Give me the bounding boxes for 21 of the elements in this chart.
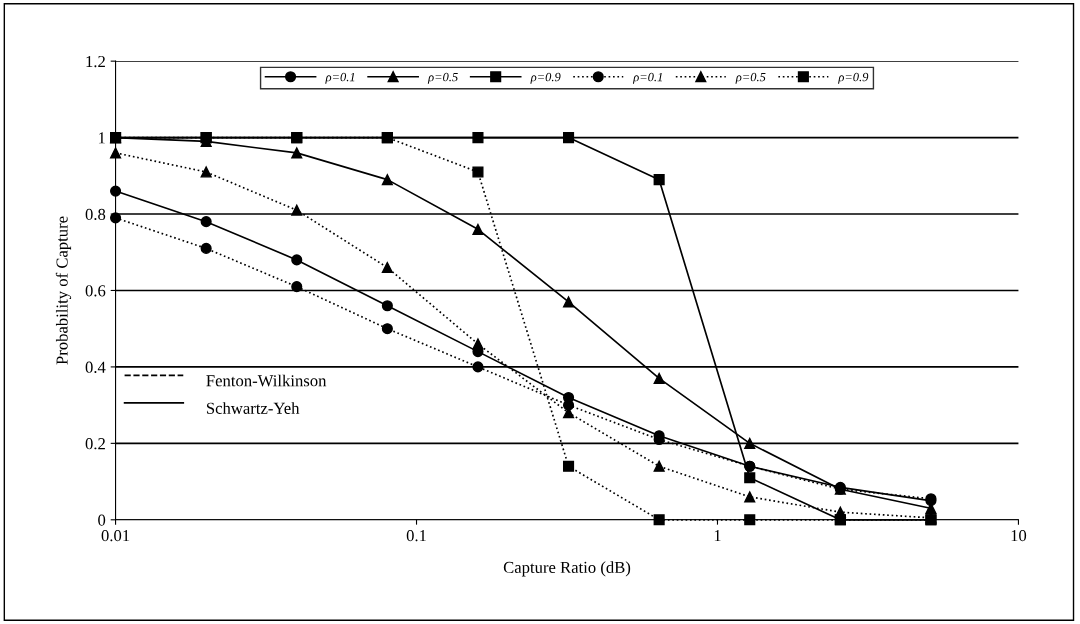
x-tick-label: 0.01 bbox=[101, 530, 130, 542]
y-axis-title: Probability of Capture bbox=[55, 216, 72, 365]
y-tick-label: 0.4 bbox=[85, 361, 106, 373]
y-tick-label: 0 bbox=[98, 514, 106, 526]
y-tick-label: 1 bbox=[98, 132, 105, 144]
x-tick-label: 1 bbox=[714, 530, 721, 542]
legend-label: ρ=0.5 bbox=[427, 72, 458, 84]
annotation: Fenton-Wilkinson bbox=[206, 374, 327, 387]
x-tick-label: 10 bbox=[1011, 530, 1027, 542]
legend-label: ρ=0.1 bbox=[632, 72, 662, 84]
legend-label: ρ=0.9 bbox=[530, 72, 561, 84]
legend-label: ρ=0.5 bbox=[735, 72, 766, 84]
y-tick-label: 0.2 bbox=[85, 438, 105, 450]
x-axis-title: Capture Ratio (dB) bbox=[503, 561, 631, 577]
x-tick-label: 0.1 bbox=[406, 530, 426, 542]
legend-label: ρ=0.9 bbox=[838, 72, 869, 84]
legend-label: ρ=0.1 bbox=[325, 72, 355, 84]
y-tick-label: 1.2 bbox=[86, 55, 105, 68]
annotation: Schwartz-Yeh bbox=[206, 402, 300, 414]
y-tick-label: 0.6 bbox=[85, 285, 106, 297]
y-tick-label: 0.8 bbox=[85, 208, 106, 221]
